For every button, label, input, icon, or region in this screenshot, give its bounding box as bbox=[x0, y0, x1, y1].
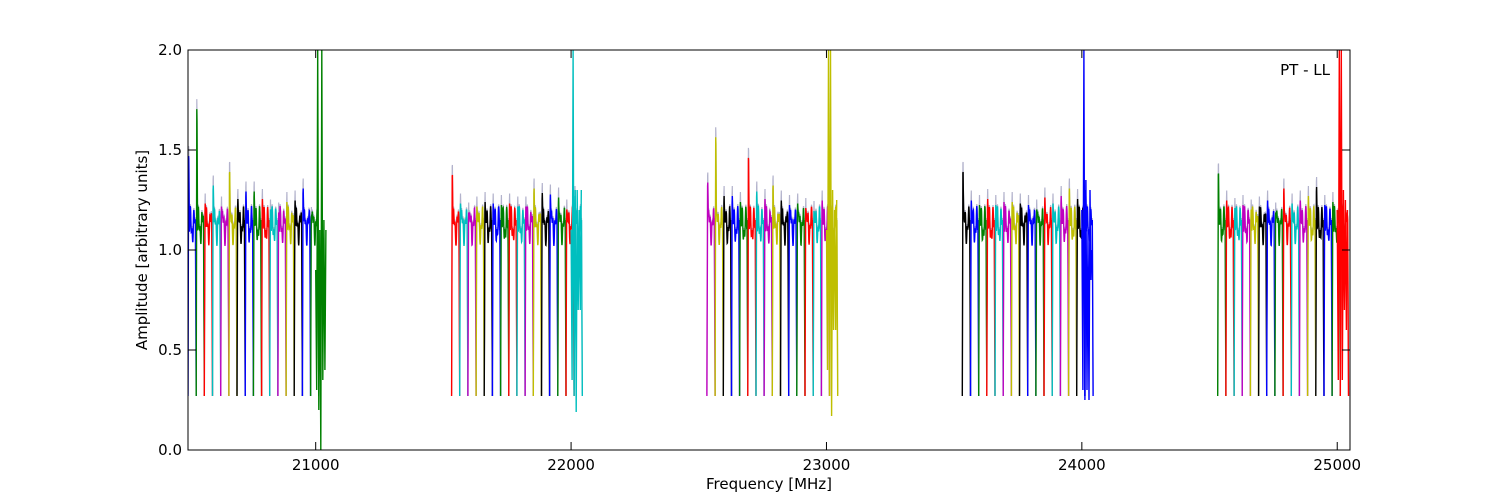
subband-curve bbox=[459, 203, 469, 397]
subband-curve bbox=[804, 206, 814, 397]
subband-curve bbox=[961, 171, 972, 397]
subband-curve bbox=[524, 206, 534, 397]
subband-curve bbox=[252, 191, 263, 397]
subband-curve bbox=[1002, 201, 1013, 397]
subband-curve bbox=[211, 185, 222, 397]
subband-curve bbox=[812, 206, 823, 397]
subband-curve bbox=[1282, 188, 1293, 397]
x-tick-label: 25000 bbox=[1313, 456, 1361, 474]
subband-curve bbox=[450, 174, 461, 397]
band-edge-spike bbox=[315, 50, 327, 450]
subband-curve bbox=[1225, 200, 1235, 397]
subband-curve bbox=[277, 206, 287, 397]
subband-curve bbox=[706, 182, 716, 397]
x-axis-label: Frequency [MHz] bbox=[706, 475, 832, 493]
subband-curve bbox=[220, 206, 230, 397]
subband-curve bbox=[1018, 203, 1029, 397]
subband-curve bbox=[1298, 200, 1309, 397]
subband-curve bbox=[771, 185, 782, 397]
plot-annotation: PT - LL bbox=[1280, 61, 1331, 79]
y-axis-label: Amplitude [arbitrary units] bbox=[133, 150, 151, 350]
series-layer bbox=[188, 50, 1350, 450]
subband-curve bbox=[722, 195, 733, 397]
x-tick-label: 23000 bbox=[803, 456, 851, 474]
subband-curve bbox=[1051, 203, 1062, 397]
subband-curve bbox=[467, 206, 477, 397]
subband-curve bbox=[1265, 200, 1276, 397]
subband-curve bbox=[788, 204, 798, 397]
subband-curve bbox=[763, 198, 773, 397]
subband-curve bbox=[293, 200, 304, 397]
subband-curve bbox=[796, 203, 806, 397]
subband-curve bbox=[986, 198, 996, 397]
y-tick-label: 1.0 bbox=[158, 241, 182, 259]
subband-curve bbox=[730, 195, 741, 397]
subband-curve bbox=[285, 201, 295, 397]
subband-curve bbox=[1026, 204, 1037, 397]
subband-curve bbox=[188, 155, 197, 397]
subband-curve bbox=[499, 204, 510, 397]
subband-curve bbox=[978, 204, 988, 397]
x-tick-label: 21000 bbox=[292, 456, 340, 474]
x-axis-ticks: 21000 22000 23000 24000 25000 bbox=[292, 50, 1361, 474]
y-axis-ticks: 0.0 0.5 1.0 1.5 2.0 bbox=[158, 41, 1350, 459]
subband-curve bbox=[557, 197, 567, 397]
subband-curve bbox=[195, 109, 205, 397]
subband-curve bbox=[1067, 188, 1078, 397]
subband-curve bbox=[755, 191, 765, 397]
subband-curve bbox=[540, 192, 551, 397]
x-tick-label: 22000 bbox=[547, 456, 595, 474]
subband-curve bbox=[228, 171, 238, 397]
y-tick-label: 1.5 bbox=[158, 141, 182, 159]
subband-curve bbox=[269, 206, 279, 397]
subband-curve bbox=[969, 200, 980, 397]
subband-curve bbox=[1059, 195, 1070, 397]
subband-curve bbox=[1241, 204, 1252, 397]
x-tick-label: 24000 bbox=[1058, 456, 1106, 474]
subband-curve bbox=[516, 206, 526, 397]
subband-curve bbox=[236, 198, 246, 397]
band-edge-spike bbox=[1081, 50, 1093, 401]
subband-curve bbox=[1216, 173, 1227, 397]
subband-curve bbox=[475, 206, 485, 397]
subband-curve bbox=[1035, 208, 1045, 397]
subband-curve bbox=[738, 201, 749, 397]
subband-curve bbox=[779, 200, 790, 397]
subband-curve bbox=[548, 194, 559, 397]
subband-curve bbox=[508, 203, 518, 397]
subband-curve bbox=[1290, 203, 1301, 397]
y-tick-label: 0.0 bbox=[158, 441, 182, 459]
subband-curve bbox=[1323, 204, 1333, 397]
subband-curve bbox=[1010, 201, 1021, 397]
y-tick-label: 2.0 bbox=[158, 41, 182, 59]
band-edge-spike bbox=[825, 50, 838, 417]
subband-curve bbox=[301, 188, 312, 397]
subband-curve bbox=[1257, 206, 1268, 397]
band-edge-spike bbox=[1336, 50, 1349, 381]
subband-curve bbox=[244, 191, 255, 397]
subband-curve bbox=[994, 204, 1004, 397]
subband-curve bbox=[1249, 206, 1260, 397]
subband-curve bbox=[1306, 195, 1317, 397]
subband-curve bbox=[1315, 186, 1325, 397]
subband-curve bbox=[747, 157, 757, 397]
subband-curve bbox=[1043, 197, 1053, 397]
subband-curve bbox=[260, 198, 271, 397]
subband-curve bbox=[483, 201, 494, 397]
subband-curve bbox=[1233, 206, 1243, 397]
subband-curve bbox=[532, 188, 543, 397]
subband-curve bbox=[203, 203, 214, 397]
band-edge-spike bbox=[570, 50, 582, 413]
subband-curve bbox=[714, 137, 724, 397]
subband-curve bbox=[1274, 208, 1284, 397]
subband-curve bbox=[491, 203, 502, 397]
y-tick-label: 0.5 bbox=[158, 341, 182, 359]
